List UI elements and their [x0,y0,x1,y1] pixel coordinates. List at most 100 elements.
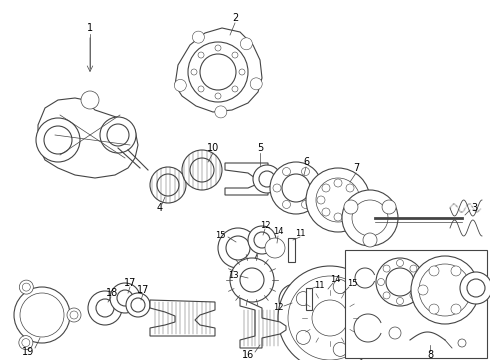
Circle shape [26,299,58,331]
Circle shape [253,165,281,193]
Circle shape [270,162,322,214]
Circle shape [429,304,439,314]
Circle shape [383,265,390,272]
Circle shape [100,117,136,153]
Text: 1: 1 [87,23,93,33]
Circle shape [288,276,372,360]
Circle shape [200,54,236,90]
Circle shape [126,293,150,317]
Bar [288,238,295,262]
Circle shape [230,258,274,302]
Circle shape [240,268,264,292]
Circle shape [322,184,330,192]
Circle shape [107,124,129,146]
Circle shape [110,283,140,313]
Circle shape [346,208,354,216]
Circle shape [190,158,214,182]
Circle shape [376,258,424,306]
Circle shape [296,330,310,345]
Polygon shape [240,298,286,348]
Circle shape [157,174,179,196]
Circle shape [467,279,485,297]
Polygon shape [175,28,262,112]
Text: 17: 17 [137,285,149,295]
Circle shape [342,190,398,246]
Circle shape [301,167,310,176]
Circle shape [312,300,348,336]
Circle shape [333,342,347,356]
Text: 15: 15 [347,279,357,288]
Circle shape [279,284,311,316]
Circle shape [282,174,310,202]
Circle shape [346,184,354,192]
Circle shape [427,272,463,308]
Text: 5: 5 [257,143,263,153]
Circle shape [377,279,385,285]
Circle shape [215,93,221,99]
Circle shape [410,265,417,272]
Text: 3: 3 [471,203,477,213]
Circle shape [248,226,276,254]
Text: 12: 12 [273,303,283,312]
Text: 11: 11 [295,229,305,238]
Circle shape [131,298,145,312]
Circle shape [429,266,439,276]
Circle shape [334,179,342,187]
Circle shape [451,304,461,314]
Circle shape [218,228,258,268]
Text: 12: 12 [260,220,270,230]
Text: 6: 6 [303,157,309,167]
Circle shape [386,268,414,296]
Circle shape [278,266,382,360]
Text: 4: 4 [157,203,163,213]
Circle shape [301,201,310,208]
Circle shape [286,291,304,309]
Text: 16: 16 [242,350,254,360]
Text: 18: 18 [106,288,118,298]
Circle shape [259,171,275,187]
Circle shape [333,280,347,294]
Text: 13: 13 [228,270,238,279]
Circle shape [416,279,422,285]
Circle shape [19,280,33,294]
Circle shape [311,184,319,192]
Circle shape [352,200,388,236]
Text: 10: 10 [207,143,219,153]
Text: 14: 14 [273,228,283,237]
Circle shape [215,106,227,118]
Circle shape [410,292,417,299]
Text: 14: 14 [330,275,340,284]
Circle shape [88,291,122,325]
Circle shape [451,266,461,276]
Circle shape [19,336,33,350]
Circle shape [193,31,204,43]
Circle shape [226,236,250,260]
Text: 7: 7 [353,163,359,173]
Circle shape [198,52,204,58]
Circle shape [396,297,403,305]
Text: 19: 19 [22,347,34,357]
Circle shape [326,188,350,212]
Circle shape [182,150,222,190]
Circle shape [316,178,360,222]
Circle shape [382,200,396,214]
Circle shape [198,86,204,92]
Circle shape [150,167,186,203]
Circle shape [254,232,270,248]
Circle shape [296,292,310,306]
Circle shape [283,167,291,176]
Circle shape [344,200,358,214]
Circle shape [306,168,370,232]
Circle shape [418,285,428,295]
Circle shape [70,311,78,319]
Circle shape [316,284,334,302]
Circle shape [462,285,472,295]
Circle shape [250,78,262,90]
Circle shape [356,311,370,325]
Circle shape [389,327,401,339]
Circle shape [232,86,238,92]
Circle shape [317,196,325,204]
Polygon shape [225,163,268,195]
Circle shape [458,339,466,347]
Circle shape [20,293,64,337]
